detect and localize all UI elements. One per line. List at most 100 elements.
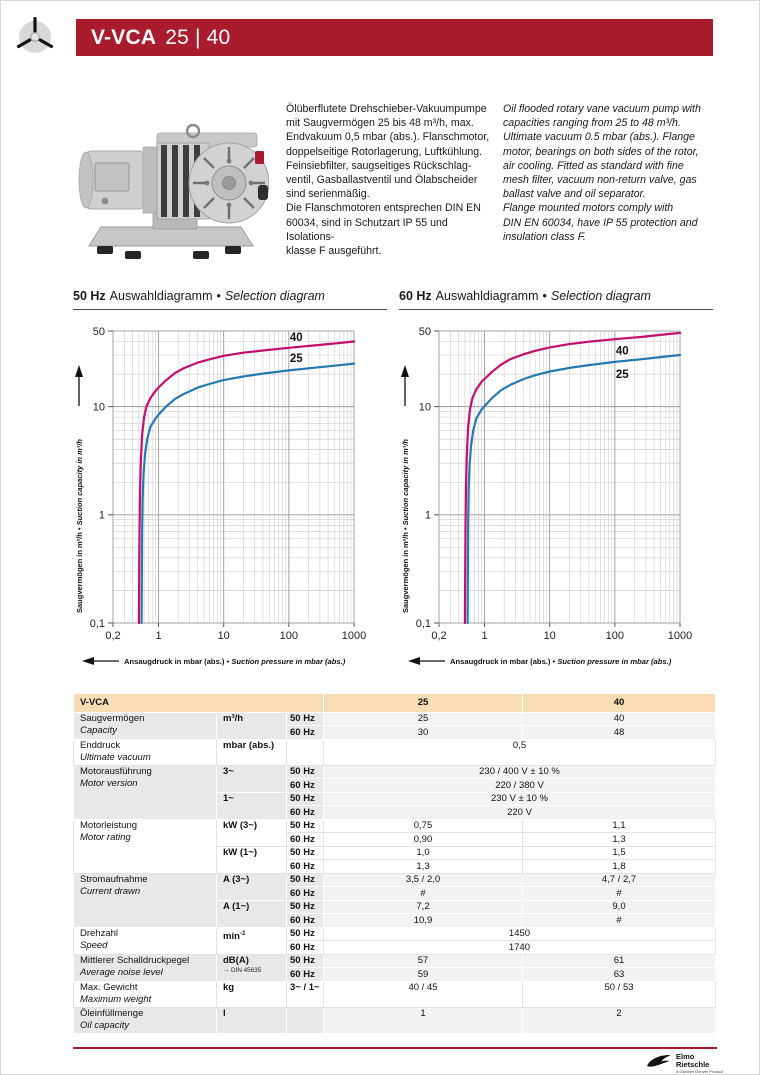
table-row: A (1~) 50 Hz 7,2 9,0 [74, 899, 716, 928]
table-row: 60 Hz 220 V [74, 805, 716, 820]
row-unit: 1~ [216, 791, 287, 820]
value-span: 230 V ± 10 % [323, 791, 716, 806]
row-label: Motorleistung Motor rating [73, 818, 217, 874]
y-tick-label: 10 [93, 401, 105, 413]
x-tick-label: 100 [280, 630, 298, 642]
table-row: Motorausführung Motor version 3~ 50 Hz 230 /… [73, 764, 716, 820]
chart-title-60hz: 60 Hz Auswahldiagramm • Selection diagram [399, 289, 713, 310]
x-tick-label: 1 [481, 630, 487, 642]
header-banner: V-VCA 25 | 40 [76, 19, 713, 56]
row-label: Drehzahl Speed [73, 926, 217, 955]
selection-chart-50hz-container: 0,2 1 10 100 1000 50 10 1 0,1 40 25 Saugvermögen in… [61, 311, 391, 673]
x-tick-label: 10 [544, 630, 556, 642]
row-frequency [286, 1006, 324, 1034]
row-frequency: 60 Hz [286, 778, 324, 793]
row-unit: kg [216, 980, 287, 1008]
table-row: Mittlerer Schalldruckpegel Average noise … [73, 953, 716, 982]
curve-40 [463, 331, 682, 625]
row-unit: A (1~) [216, 899, 287, 928]
row-frequency: 50 Hz [286, 926, 324, 941]
brand-logo: Elmo Rietschle A Gardner Denver Product [646, 1053, 723, 1074]
bullet-separator: • [542, 289, 547, 303]
x-axis-caption: Ansaugdruck in mbar (abs.) • Suction pre… [408, 657, 672, 666]
curve-label-25: 25 [616, 369, 629, 381]
y-tick-label: 0,1 [416, 618, 431, 630]
brand-line-2: Rietschle [676, 1059, 710, 1069]
row-unit: min-1 [216, 926, 287, 955]
y-tick-label: 50 [93, 326, 105, 338]
description-german: Ölüberflutete Drehschieber-Vakuumpumpe m… [286, 103, 490, 258]
y-tick-label: 1 [425, 510, 431, 522]
row-frequency: 50 Hz [286, 845, 324, 860]
row-label: Max. Gewicht Maximum weight [73, 980, 217, 1008]
curve-label-40: 40 [616, 346, 629, 358]
value-25: 25 [323, 711, 523, 726]
axes: 0,2 1 10 100 1000 50 10 1 0,1 [90, 326, 367, 642]
grid [112, 330, 355, 624]
table-header-row: V-VCA 25 40 [73, 693, 716, 713]
curve-40 [137, 340, 356, 625]
row-label: Motorausführung Motor version [73, 764, 217, 820]
grid [438, 330, 681, 624]
x-tick-label: 1000 [668, 630, 692, 642]
x-tick-label: 1000 [342, 630, 366, 642]
value-25: 3,5 / 2,0 [323, 872, 523, 887]
value-span: 230 / 400 V ± 10 % [323, 764, 716, 779]
value-span: 1740 [323, 940, 716, 955]
value-40: 1,8 [522, 859, 716, 874]
row-label: Enddruck Ultimate vacuum [73, 738, 217, 766]
value-40: 4,7 / 2,7 [522, 872, 716, 887]
value-40: 1,3 [522, 832, 716, 847]
chart-title-en: Selection diagram [224, 289, 325, 303]
product-photo [78, 123, 269, 259]
model-name: V-VCA [91, 25, 157, 49]
table-row: Max. Gewicht Maximum weight kg 3~ / 1~ 40 / … [73, 980, 716, 1008]
y-axis-caption: Saugvermögen in m³/h • Suction capacity … [401, 365, 410, 613]
table-row: 1~ 50 Hz 230 V ± 10 % [74, 791, 716, 820]
table-header-col-25: 25 [323, 693, 523, 713]
table-row: 60 Hz 10,9 # [74, 913, 716, 928]
row-frequency [286, 738, 324, 766]
row-unit: dB(A) → DIN 45635 [216, 953, 287, 982]
row-unit: A (3~) [216, 872, 287, 901]
value-25: 7,2 [323, 899, 523, 914]
value-span: 1450 [323, 926, 716, 941]
x-tick-label: 0,2 [431, 630, 446, 642]
table-row: 60 Hz # # [74, 886, 716, 901]
value-40: 50 / 53 [522, 980, 716, 1008]
chart-title-en: Selection diagram [550, 289, 651, 303]
value-25: 0,90 [323, 832, 523, 847]
value-40: 9,0 [522, 899, 716, 914]
row-frequency: 50 Hz [286, 872, 324, 887]
svg-text:Ansaugdruck in mbar (abs.) • S: Ansaugdruck in mbar (abs.) • Suction pre… [450, 657, 672, 666]
chart-title-50hz: 50 Hz Auswahldiagramm • Selection diagram [73, 289, 387, 310]
row-unit: kW (1~) [216, 845, 287, 874]
row-frequency: 50 Hz [286, 818, 324, 833]
table-row: 60 Hz 0,90 1,3 [74, 832, 716, 847]
y-axis-caption: Saugvermögen in m³/h • Suction capacity … [75, 365, 84, 613]
value-40: 40 [522, 711, 716, 726]
brand-logo-text: Elmo Rietschle A Gardner Denver Product [676, 1053, 723, 1074]
row-label: Mittlerer Schalldruckpegel Average noise … [73, 953, 217, 982]
bullet-separator: • [216, 289, 221, 303]
value-25: 10,9 [323, 913, 523, 928]
row-frequency: 60 Hz [286, 859, 324, 874]
selection-chart-60hz-container: 0,2 1 10 100 1000 50 10 1 0,1 40 25 Saugvermögen in… [387, 311, 717, 673]
table-row: Öleinfüllmenge Oil capacity l 1 2 [73, 1006, 716, 1034]
table-row: Stromaufnahme Current drawn A (3~) 50 Hz 3,5… [73, 872, 716, 928]
y-tick-label: 50 [419, 326, 431, 338]
value-25: 1,0 [323, 845, 523, 860]
model-sizes: 25 | 40 [165, 25, 231, 49]
x-tick-label: 100 [606, 630, 624, 642]
chart-freq-label: 50 Hz [73, 289, 106, 303]
row-frequency: 50 Hz [286, 791, 324, 806]
y-tick-label: 0,1 [90, 618, 105, 630]
row-unit: m³/h [216, 711, 287, 740]
svg-text:Saugvermögen in m³/h • Suction: Saugvermögen in m³/h • Suction capacity … [75, 439, 84, 613]
value-25: 57 [323, 953, 523, 968]
svg-text:Saugvermögen in m³/h • Suction: Saugvermögen in m³/h • Suction capacity … [401, 439, 410, 613]
row-unit: 3~ [216, 764, 287, 793]
value-25: 0,75 [323, 818, 523, 833]
row-frequency: 60 Hz [286, 832, 324, 847]
